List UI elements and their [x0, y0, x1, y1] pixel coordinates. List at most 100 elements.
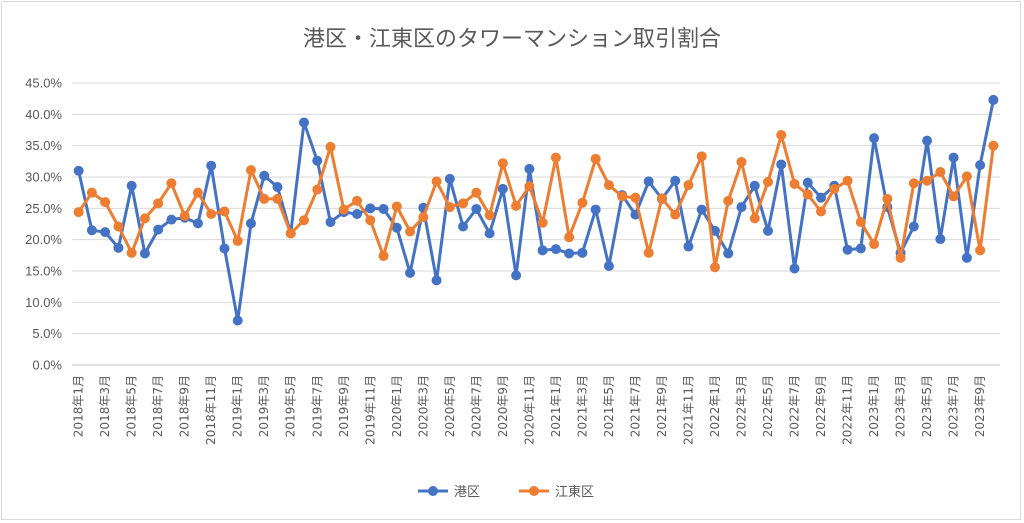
data-point: [524, 163, 535, 174]
data-point: [882, 193, 893, 204]
data-point: [232, 235, 243, 246]
x-tick-label: 2019年1月: [231, 375, 245, 437]
data-point: [749, 213, 760, 224]
data-point: [869, 133, 880, 144]
x-tick-label: 2021年3月: [575, 375, 589, 437]
data-point: [471, 187, 482, 198]
x-tick-label: 2021年1月: [549, 375, 563, 437]
data-point: [325, 141, 336, 152]
x-tick-label: 2021年5月: [602, 375, 616, 437]
data-point: [100, 197, 111, 208]
data-point: [988, 94, 999, 105]
y-tick-label: 30.0%: [25, 170, 62, 185]
series-koto: [73, 130, 999, 273]
data-point: [948, 191, 959, 202]
data-point: [723, 248, 734, 259]
data-point: [206, 160, 217, 171]
y-tick-label: 25.0%: [25, 201, 62, 216]
x-tick-label: 2022年11月: [841, 375, 855, 445]
data-point: [312, 184, 323, 195]
data-point: [458, 198, 469, 209]
data-point: [285, 228, 296, 239]
legend-marker: [428, 486, 438, 496]
data-point: [670, 175, 681, 186]
data-point: [219, 243, 230, 254]
data-point: [802, 189, 813, 200]
data-point: [550, 244, 561, 255]
series-line: [77, 133, 995, 269]
data-point: [391, 201, 402, 212]
data-point: [590, 204, 601, 215]
x-tick-label: 2022年9月: [814, 375, 828, 437]
data-point: [842, 175, 853, 186]
x-tick-label: 2022年5月: [761, 375, 775, 437]
x-tick-label: 2019年11月: [363, 375, 377, 445]
data-point: [537, 217, 548, 228]
data-point: [709, 225, 720, 236]
data-point: [736, 202, 747, 213]
data-point: [802, 177, 813, 188]
data-point: [166, 214, 177, 225]
data-point: [643, 176, 654, 187]
data-point: [245, 218, 256, 229]
data-point: [855, 243, 866, 254]
data-point: [577, 197, 588, 208]
data-point: [484, 210, 495, 221]
data-point: [922, 135, 933, 146]
data-point: [312, 155, 323, 166]
data-point: [206, 208, 217, 219]
legend-item-minato[interactable]: 港区: [418, 485, 480, 500]
data-point: [299, 215, 309, 226]
data-point: [100, 227, 111, 238]
data-point: [245, 165, 256, 176]
x-tick-label: 2021年9月: [655, 375, 669, 437]
chart-title: 港区・江東区のタワーマンション取引割合: [303, 27, 721, 52]
data-point: [179, 210, 190, 221]
data-point: [365, 215, 376, 226]
data-point: [86, 225, 97, 236]
y-tick-label: 40.0%: [25, 107, 62, 122]
data-point: [325, 217, 336, 228]
data-point: [537, 245, 548, 256]
data-point: [139, 213, 150, 224]
data-point: [829, 183, 840, 194]
data-point: [908, 221, 919, 232]
x-axis-ticks: 2018年1月 2018年3月 2018年5月 2018年7月 2018年9月 2018年…: [72, 375, 987, 445]
data-point: [166, 178, 177, 189]
y-tick-label: 35.0%: [25, 138, 62, 153]
data-point: [126, 247, 137, 258]
x-tick-label: 2023年7月: [947, 375, 961, 437]
data-point: [113, 242, 124, 253]
legend-label: 江東区: [555, 484, 594, 500]
data-point: [550, 152, 561, 163]
data-point: [299, 117, 309, 128]
data-point: [723, 195, 734, 206]
data-point: [683, 180, 694, 191]
data-point: [630, 192, 641, 203]
data-point: [988, 140, 999, 151]
data-point: [444, 173, 455, 184]
x-tick-label: 2020年5月: [443, 375, 457, 437]
data-point: [935, 166, 946, 177]
x-tick-label: 2023年1月: [867, 375, 881, 437]
data-point: [497, 183, 508, 194]
legend-item-koto[interactable]: 江東区: [519, 484, 594, 500]
data-point: [192, 187, 203, 198]
data-point: [922, 175, 933, 186]
data-point: [232, 315, 243, 326]
data-point: [126, 180, 137, 191]
data-point: [789, 263, 800, 274]
data-point: [405, 267, 416, 278]
legend[interactable]: 港区 江東区: [418, 484, 594, 500]
data-point: [458, 221, 469, 232]
data-point: [763, 225, 773, 236]
data-point: [603, 260, 614, 271]
data-point: [73, 165, 84, 176]
y-tick-label: 5.0%: [32, 326, 62, 341]
data-point: [378, 250, 389, 261]
data-point: [895, 252, 906, 263]
data-point: [643, 247, 654, 258]
data-point: [709, 262, 720, 273]
data-point: [842, 244, 853, 255]
